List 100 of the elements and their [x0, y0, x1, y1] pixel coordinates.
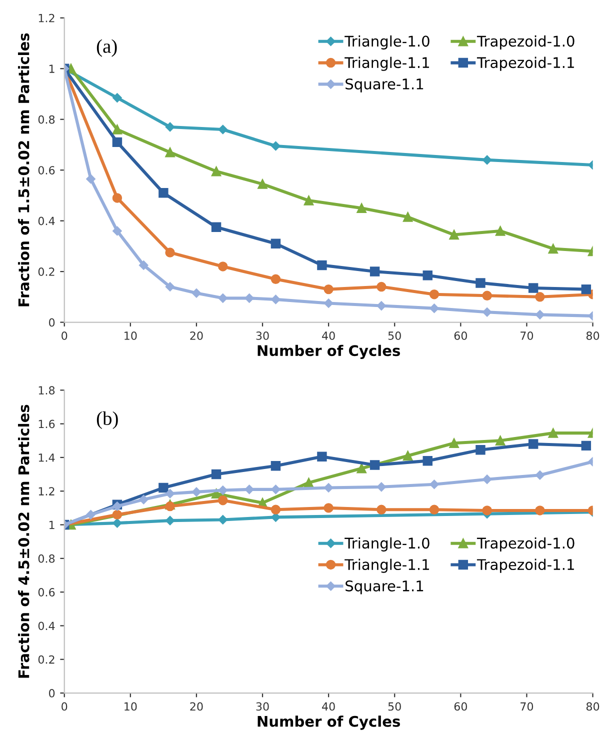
point — [270, 274, 281, 284]
point — [402, 212, 413, 222]
y-tick-label: 1.6 — [38, 420, 55, 428]
point — [112, 124, 122, 134]
point — [495, 436, 506, 446]
point — [218, 294, 228, 303]
point — [482, 308, 492, 317]
point — [482, 474, 492, 484]
point — [324, 503, 334, 513]
point — [429, 504, 440, 514]
point — [218, 124, 228, 134]
point — [376, 282, 386, 292]
point — [422, 456, 433, 466]
x-tick-label: 0 — [62, 702, 68, 711]
point — [324, 284, 334, 294]
point — [376, 504, 386, 514]
point — [476, 278, 486, 288]
point — [158, 188, 168, 198]
point — [192, 487, 202, 497]
point — [402, 450, 413, 461]
point — [528, 439, 538, 449]
point — [218, 262, 228, 272]
legend-label: Square-1.1 — [346, 580, 424, 594]
point — [86, 174, 96, 184]
y-tick-label: 0.2 — [38, 268, 54, 276]
point — [304, 196, 314, 206]
point — [548, 244, 558, 254]
point — [370, 460, 380, 470]
x-tick-label: 20 — [190, 331, 203, 340]
legend-label: Triangle-1.0 — [344, 35, 430, 50]
point — [271, 294, 280, 304]
point — [482, 155, 492, 165]
x-tick-label: 40 — [322, 702, 335, 711]
point — [581, 284, 592, 294]
x-tick-label: 70 — [520, 702, 534, 711]
x-tick-label: 10 — [124, 331, 137, 340]
point — [370, 266, 380, 276]
point — [211, 222, 222, 232]
point — [535, 506, 545, 516]
point — [218, 515, 228, 524]
y-tick-label: 0.4 — [38, 622, 55, 630]
point — [495, 226, 506, 236]
point — [112, 510, 122, 520]
point — [112, 93, 122, 102]
annotation: (b) — [96, 411, 118, 429]
point — [86, 510, 96, 520]
point — [430, 304, 439, 313]
point — [211, 469, 222, 480]
y-tick-label: 0.8 — [38, 554, 55, 563]
x-axis-title: Number of Cycles — [258, 716, 400, 730]
y-tick-label: 1.4 — [38, 454, 55, 462]
y-axis-title: Fraction of 1.5±0.02 nm Particles — [18, 33, 30, 306]
x-tick-label: 30 — [256, 702, 269, 711]
point — [165, 516, 175, 526]
legend-label: Triangle-1.1 — [344, 56, 429, 71]
point — [324, 483, 334, 492]
y-tick-label: 0.8 — [38, 115, 55, 124]
y-tick-label: 0 — [49, 318, 55, 327]
point — [165, 248, 175, 258]
point — [429, 290, 440, 300]
point — [270, 461, 281, 471]
point — [376, 301, 386, 310]
point — [244, 294, 254, 303]
point — [218, 486, 228, 495]
point — [476, 445, 486, 455]
point — [356, 203, 366, 213]
x-tick-label: 50 — [388, 702, 401, 711]
point — [165, 501, 175, 512]
point — [139, 494, 148, 504]
legend-label: Trapezoid-1.1 — [476, 558, 574, 573]
point — [165, 122, 175, 132]
y-tick-label: 1.2 — [38, 487, 54, 496]
x-tick-label: 80 — [586, 331, 600, 340]
y-tick-label: 1 — [49, 64, 54, 73]
point — [139, 260, 148, 270]
x-tick-label: 40 — [322, 331, 335, 340]
y-tick-label: 1.8 — [38, 386, 55, 395]
point — [270, 504, 281, 514]
point — [376, 482, 386, 492]
point — [192, 288, 202, 298]
point — [535, 310, 545, 320]
point — [270, 238, 281, 249]
point — [244, 484, 254, 494]
point — [449, 230, 459, 240]
point — [271, 484, 280, 494]
point — [548, 428, 558, 438]
legend-label: Triangle-1.1 — [344, 558, 429, 573]
x-tick-label: 50 — [388, 331, 401, 340]
legend-label: Trapezoid-1.0 — [476, 537, 574, 552]
point — [304, 478, 314, 488]
point — [535, 470, 545, 480]
y-tick-label: 0.6 — [38, 588, 55, 596]
x-tick-label: 0 — [62, 331, 68, 340]
legend-label: Square-1.1 — [346, 78, 424, 92]
point — [317, 260, 327, 270]
point — [112, 518, 122, 528]
point — [482, 290, 492, 300]
y-tick-label: 1 — [49, 520, 54, 529]
y-tick-label: 1.2 — [38, 14, 54, 22]
point — [430, 480, 439, 490]
